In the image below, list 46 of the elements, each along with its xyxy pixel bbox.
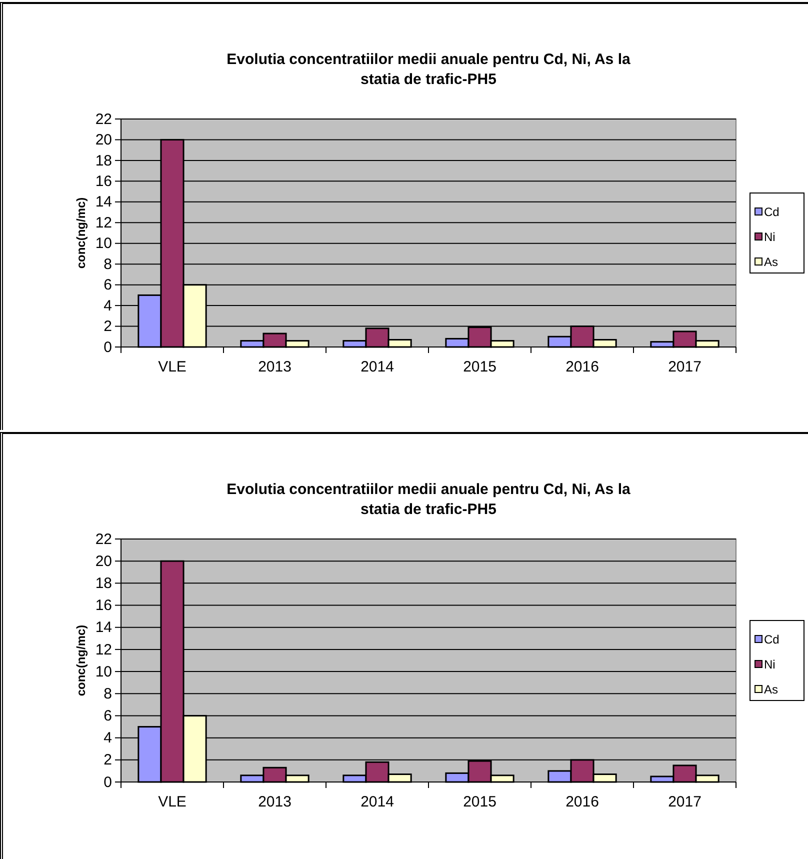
y-tick-label: 22 [95, 110, 112, 128]
legend-label: Cd [764, 632, 780, 646]
x-tick-label: 2015 [463, 358, 496, 376]
x-tick-label: 2014 [360, 358, 394, 376]
x-tick-label: 2013 [258, 358, 292, 376]
chart-title: Evolutia concentratiilor medii anuale pentru Cd, Ni, As la statia de trafic-PH5 [226, 51, 631, 88]
y-tick-label: 20 [95, 552, 112, 570]
y-tick-label: 16 [95, 172, 112, 190]
y-tick-label: 2 [104, 318, 112, 336]
legend-label: As [764, 682, 778, 696]
x-tick-label: VLE [158, 794, 186, 811]
legend-label: Ni [764, 230, 776, 244]
y-tick-label: 10 [95, 235, 112, 252]
y-tick-label: 0 [104, 338, 112, 356]
y-tick-label: 2 [104, 752, 112, 769]
y-tick-label: 16 [95, 597, 112, 614]
y-tick-label: 14 [95, 194, 112, 211]
y-tick-label: 18 [95, 574, 112, 592]
x-tick-label: 2015 [463, 794, 496, 811]
x-tick-label: VLE [158, 358, 186, 376]
y-tick-label: 4 [104, 730, 112, 747]
y-tick-label: 22 [95, 530, 112, 548]
legend-label: Ni [764, 658, 776, 672]
legend-label: Cd [764, 205, 780, 219]
legend-label: As [764, 255, 778, 269]
y-tick-label: 12 [95, 214, 112, 232]
y-tick-label: 14 [95, 619, 112, 636]
chart-title: Evolutia concentratiilor medii anuale pentru Cd, Ni, As la statia de trafic-PH5 [226, 481, 631, 518]
x-tick-label: 2016 [566, 358, 599, 376]
y-axis-title: conc(ng/mc) [74, 624, 88, 696]
y-tick-label: 10 [95, 663, 112, 680]
y-tick-label: 20 [95, 132, 112, 149]
y-tick-label: 0 [104, 774, 112, 791]
y-tick-label: 8 [104, 256, 112, 273]
y-tick-label: 8 [104, 685, 112, 702]
y-tick-label: 18 [95, 152, 112, 170]
x-tick-label: 2014 [360, 794, 394, 811]
y-axis-title: conc(ng/mc) [74, 197, 88, 269]
x-tick-label: 2013 [258, 794, 292, 811]
x-tick-label: 2016 [566, 794, 599, 811]
y-tick-label: 4 [104, 297, 112, 314]
y-tick-label: 6 [104, 708, 112, 725]
x-tick-label: 2017 [668, 358, 702, 376]
y-tick-label: 12 [95, 641, 112, 658]
y-tick-label: 6 [104, 276, 112, 294]
x-tick-label: 2017 [668, 794, 702, 811]
